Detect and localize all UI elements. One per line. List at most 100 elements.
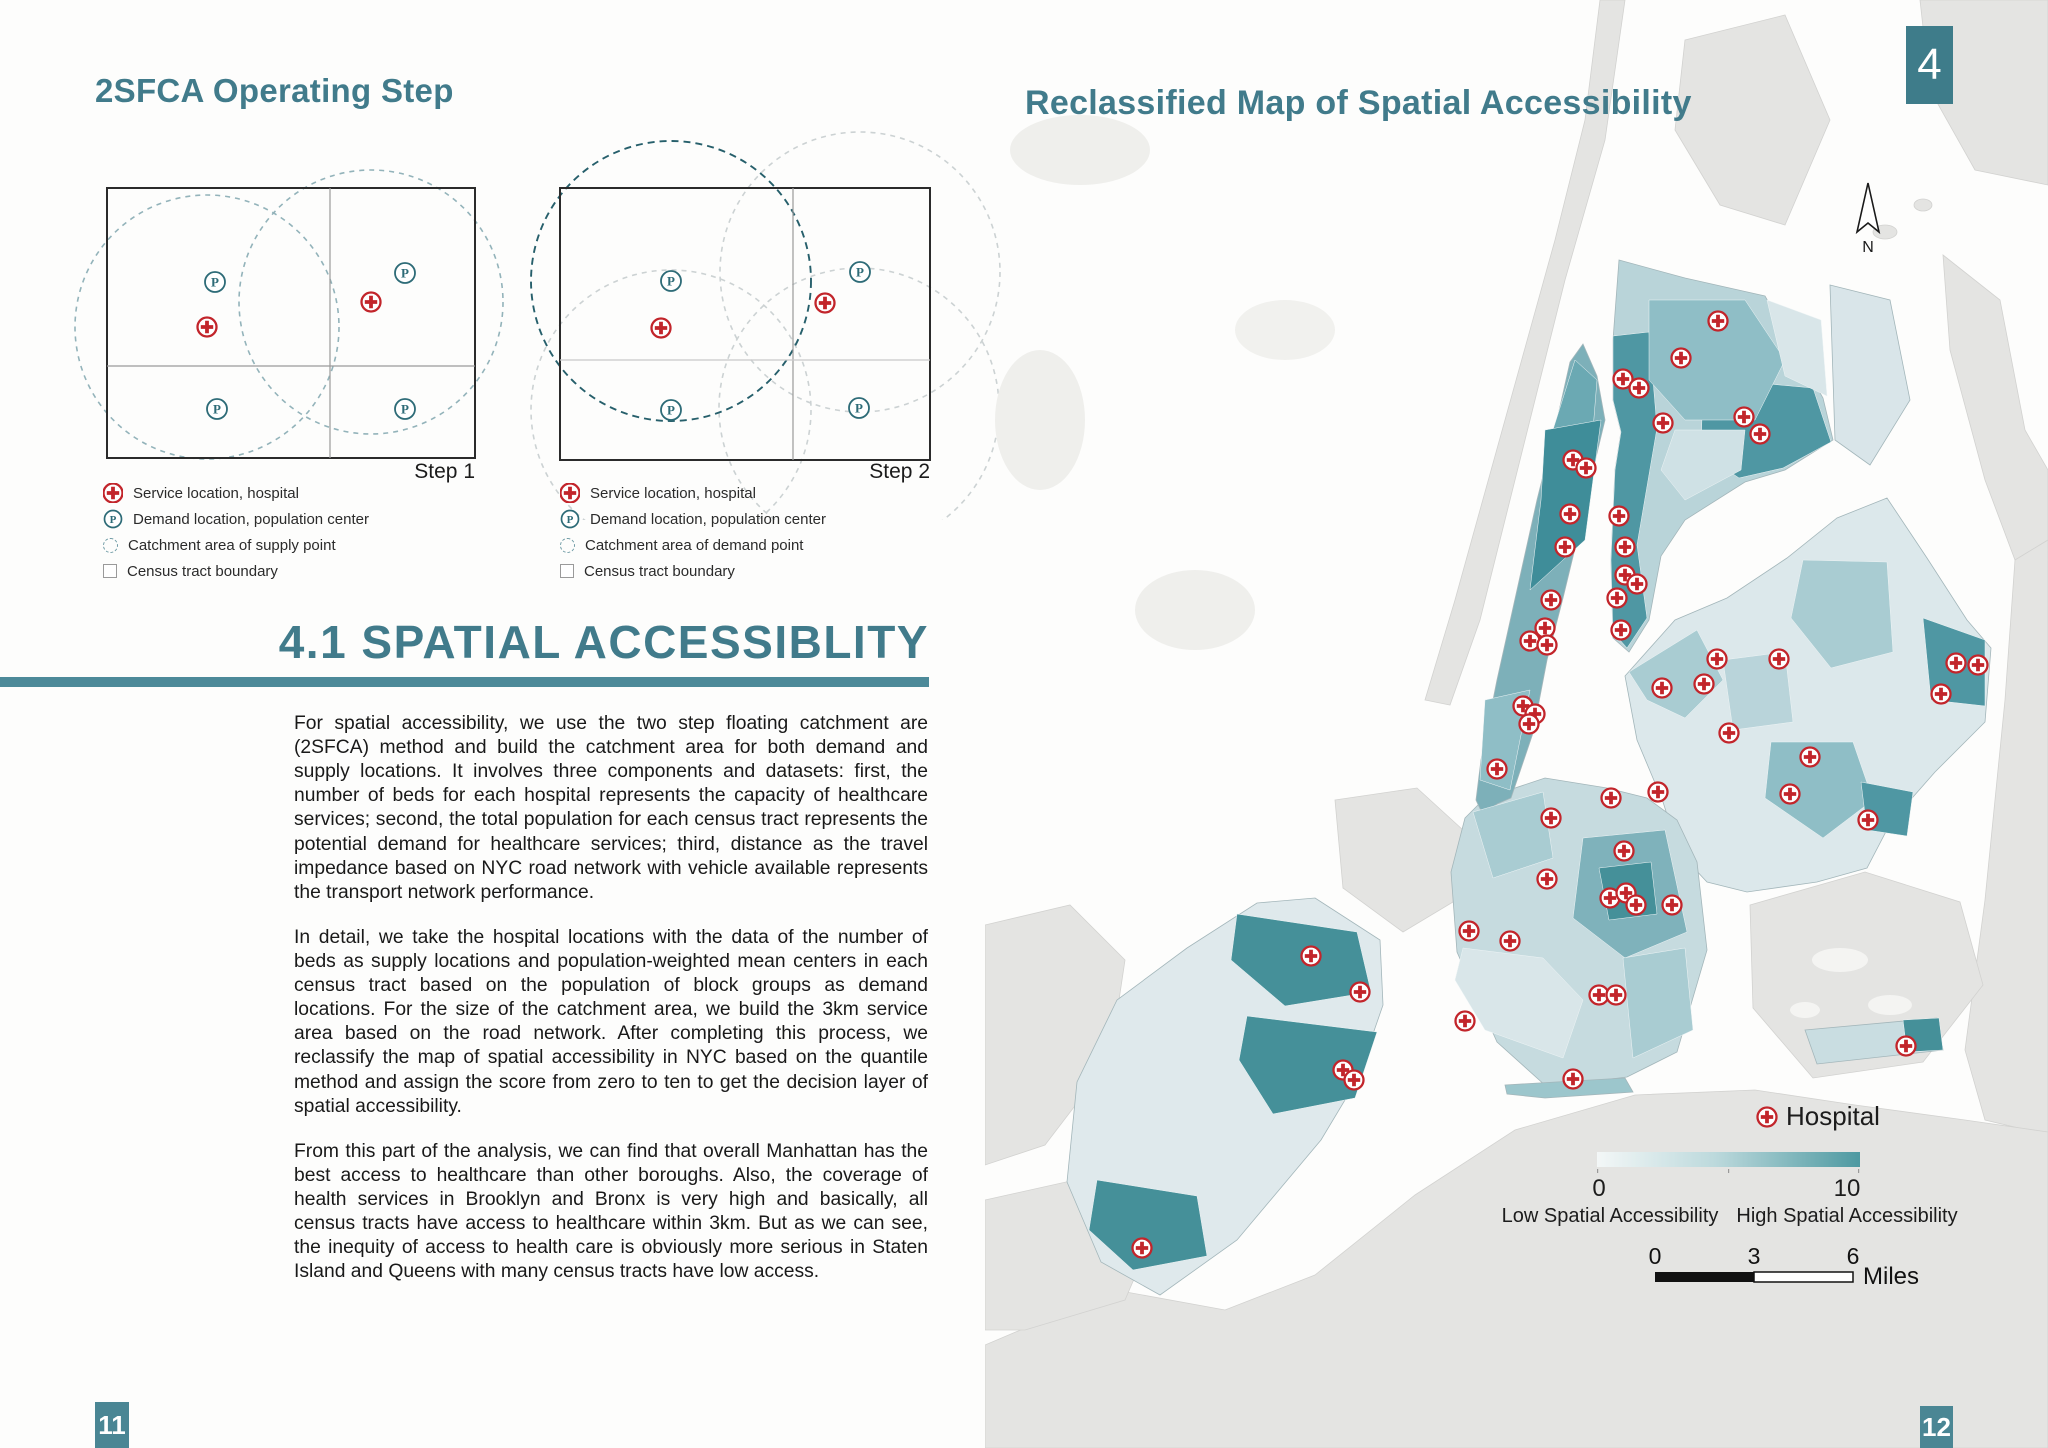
population-marker-label: P [401,402,409,417]
hospital-marker [1707,310,1729,332]
chapter-tab: 4 [1906,26,1953,104]
city-island-area [1829,284,1911,466]
hospital-marker [1610,619,1632,641]
population-markers: P P P P [660,261,871,421]
legend-row: Service location, hospital [103,483,369,503]
hospital-marker [1540,807,1562,829]
hospital-marker [1895,1035,1917,1057]
census-tract-icon [103,564,117,578]
hospital-icon [103,483,123,503]
hospital-marker [1718,722,1740,744]
hospital-marker [1536,634,1558,656]
hospital-marker [1562,1068,1584,1090]
highlighted-demand-catchment-circle [530,140,812,422]
section-divider [0,677,929,687]
hospital-marker [1779,783,1801,805]
hospital-marker [1651,677,1673,699]
legend-row: Service location, hospital [560,483,826,503]
hospital-marker [1626,573,1648,595]
hospital-marker [1575,457,1597,479]
hospital-legend-label: Hospital [1786,1101,1880,1131]
hospital-marker [1613,840,1635,862]
hospital-marker [1518,713,1540,735]
hospital-marker [1540,589,1562,611]
legend-row: Census tract boundary [560,562,826,580]
hospital-marker [1600,787,1622,809]
2sfca-step2-diagram: P P P P [530,131,1001,520]
page-number-left: 11 [95,1402,129,1448]
census-tract-icon [560,564,574,578]
step2-legend: Service location, hospital P Demand loca… [560,483,826,580]
paragraph: From this part of the analysis, we can f… [294,1140,928,1283]
south-bay-land [985,1089,2048,1448]
hospital-marker [814,292,836,314]
hospital-marker [1967,654,1989,676]
hospital-marker [1625,894,1647,916]
legend-label: Catchment area of demand point [585,536,804,554]
legend-label: Census tract boundary [584,562,735,580]
population-marker-label: P [667,403,675,418]
paragraph: In detail, we take the hospital location… [294,926,928,1117]
legend-label: Demand location, population center [590,510,826,528]
census-tract-boundary-box [106,187,476,459]
hospital-marker [196,316,218,338]
legend-row: Catchment area of demand point [560,536,826,554]
hospital-marker [1706,648,1728,670]
catchment-area-icon [560,537,575,553]
hospital-marker [1661,894,1683,916]
legend-label: Census tract boundary [127,562,278,580]
svg-text:P: P [110,514,117,526]
legend-row: P Demand location, population center [103,509,369,529]
population-marker-label: P [401,266,409,281]
catchment-area-icon [103,537,118,553]
map-legend: Hospital 0 10 Low Spatial Accessibility … [1502,1101,1958,1290]
population-marker-label: P [855,401,863,416]
hospital-marker [1536,868,1558,890]
legend-row: Census tract boundary [103,562,369,580]
hospital-marker [1300,945,1322,967]
supply-catchment-circle [74,194,340,460]
hospital-marker [1647,781,1669,803]
hospital-legend-icon [1756,1106,1778,1128]
hospital-marker [1343,1069,1365,1091]
gradient-min-label: 0 [1592,1175,1605,1202]
diagram-section-title: 2SFCA Operating Step [95,72,454,109]
long-island-east [1964,539,2048,1136]
legend-label: Demand location, population center [133,510,369,528]
population-marker-label: P [856,265,864,280]
demand-catchment-circle [719,131,1001,413]
population-marker-label: P [667,274,675,289]
bayonne-land [1334,787,1464,933]
hospital-marker [1454,1010,1476,1032]
legend-label: Service location, hospital [590,484,756,502]
hospital-marker [1693,673,1715,695]
hospital-marker [1608,505,1630,527]
north-label: N [1862,239,1874,256]
hospital-marker [1131,1237,1153,1259]
svg-text:P: P [567,514,574,526]
hospital-icon [560,483,580,503]
hospital-marker [1628,377,1650,399]
section-body: For spatial accessibility, we use the tw… [294,712,928,1305]
hospital-marker [1768,648,1790,670]
hospital-marker [650,317,672,339]
legend-label: Service location, hospital [133,484,299,502]
step2-label: Step 2 [869,460,930,483]
high-accessibility-label: High Spatial Accessibility [1736,1205,1957,1227]
population-marker-label: P [213,402,221,417]
surrounding-land [985,0,2048,1448]
hospital-marker [1605,984,1627,1006]
north-arrow: N [1855,182,1881,256]
legend-label: Catchment area of supply point [128,536,336,554]
map-title: Reclassified Map of Spatial Accessibilit… [1025,84,1692,122]
palisades-land [1424,0,1626,706]
nyc-accessibility-map: N Hospital 0 10 Low Spatial Accessibilit… [985,0,2048,1448]
step1-legend: Service location, hospital P Demand loca… [103,483,369,580]
page-number-right: 12 [1920,1406,1953,1448]
hospital-marker [1857,809,1879,831]
scalebar-tick-6: 6 [1847,1243,1860,1269]
hospital-marker [1733,406,1755,428]
supply-catchment-circle [238,169,504,435]
hospital-marker [1606,587,1628,609]
